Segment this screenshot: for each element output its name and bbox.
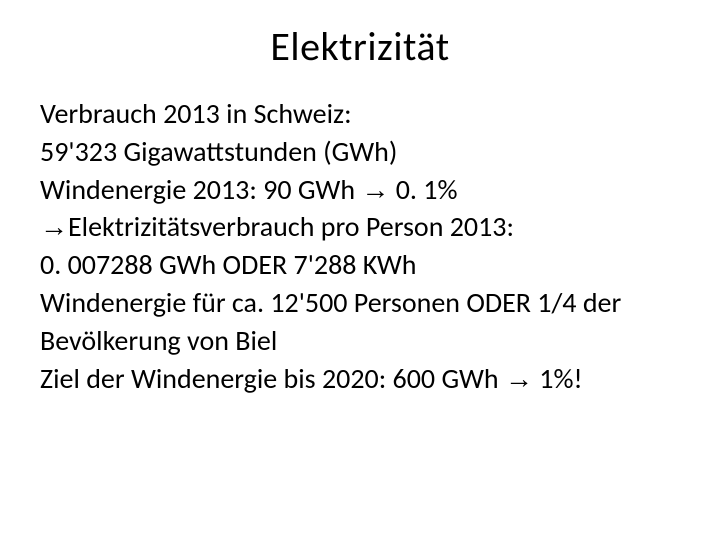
line-7: Ziel der Windenergie bis 2020: 600 GWh →… xyxy=(40,360,680,398)
line-7a: Ziel der Windenergie bis 2020: 600 GWh xyxy=(40,361,505,396)
line-3b: 0. 1% xyxy=(389,172,457,207)
slide-container: Elektrizität Verbrauch 2013 in Schweiz: … xyxy=(0,0,720,540)
line-7b: 1%! xyxy=(533,361,583,396)
line-4-text: Elektrizitätsverbrauch pro Person 2013: xyxy=(68,209,514,244)
slide-body: Verbrauch 2013 in Schweiz: 59'323 Gigawa… xyxy=(40,95,680,397)
line-3: Windenergie 2013: 90 GWh → 0. 1% xyxy=(40,171,680,209)
arrow-icon: → xyxy=(361,174,389,205)
slide-title: Elektrizität xyxy=(40,22,680,71)
arrow-icon: → xyxy=(40,211,68,242)
line-6: Windenergie für ca. 12'500 Personen ODER… xyxy=(40,284,680,360)
line-5: 0. 007288 GWh ODER 7'288 KWh xyxy=(40,246,680,284)
line-4: →Elektrizitätsverbrauch pro Person 2013: xyxy=(40,208,680,246)
line-3a: Windenergie 2013: 90 GWh xyxy=(40,172,361,207)
line-2: 59'323 Gigawattstunden (GWh) xyxy=(40,133,680,171)
arrow-icon: → xyxy=(505,363,533,394)
line-1: Verbrauch 2013 in Schweiz: xyxy=(40,95,680,133)
